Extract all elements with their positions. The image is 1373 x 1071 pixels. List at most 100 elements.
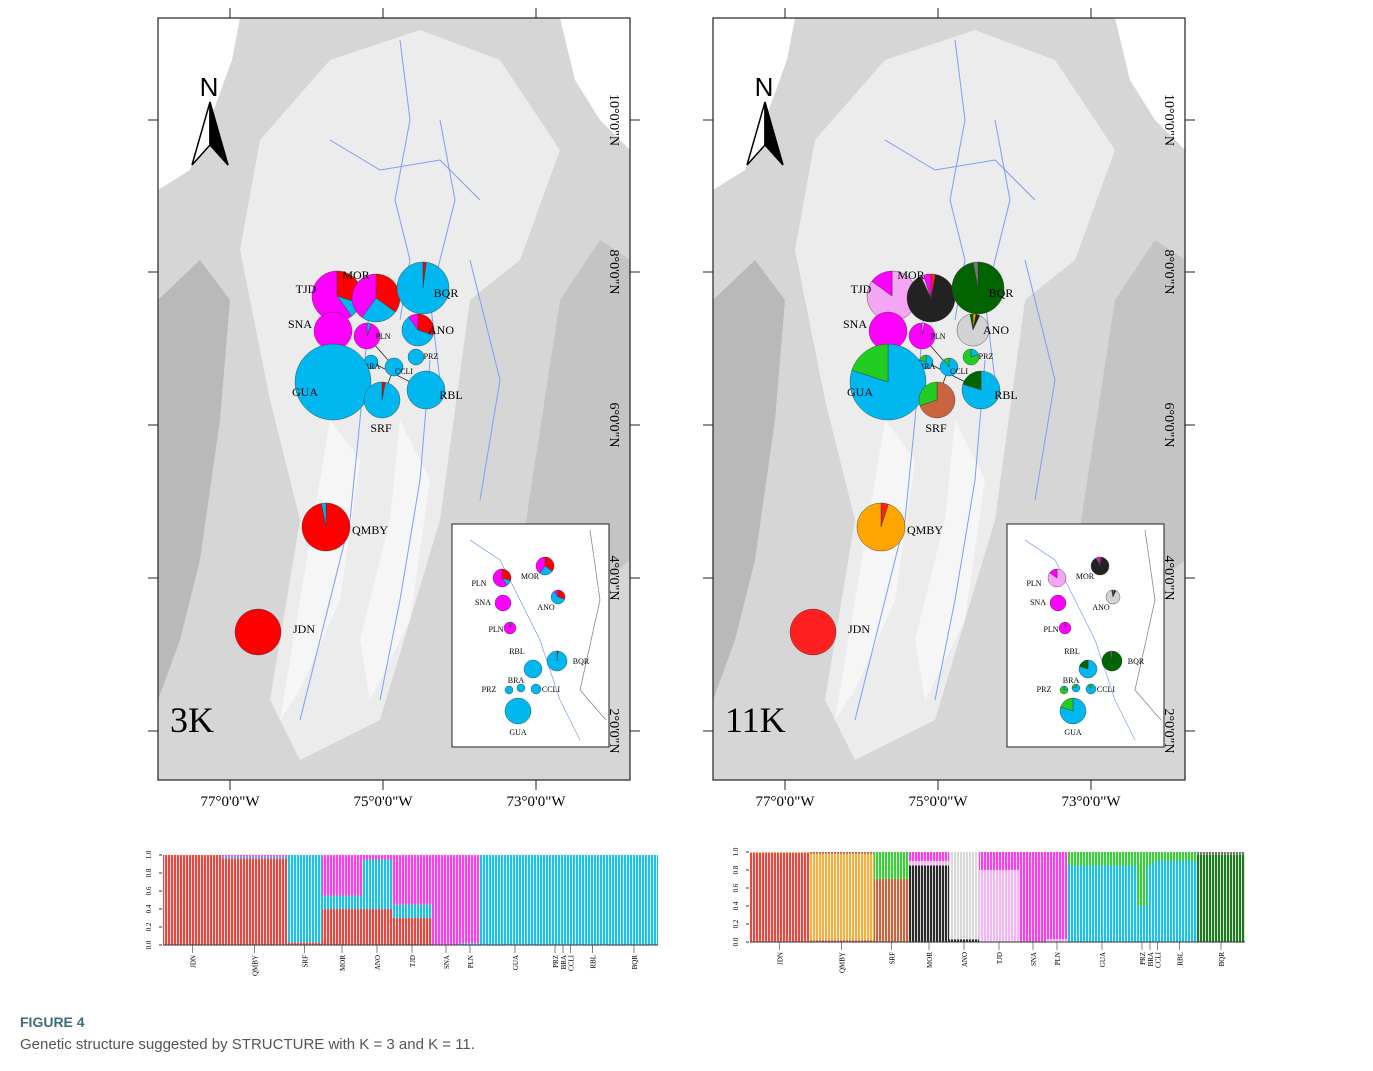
inset-pie-label: PLN [471,579,486,588]
k-label: 3K [170,700,214,740]
pie-label: SRF [370,421,392,435]
group-label: BQR [1218,952,1226,967]
group-label: PRZ [1139,952,1147,965]
y-tick-label: 0.6 [145,886,153,895]
pie-label: SRF [925,421,947,435]
north-label: N [200,72,219,102]
lat-label: 10°0'0"N [1161,94,1176,146]
y-tick-label: 0.8 [732,865,740,874]
y-tick-label: 0.2 [732,919,740,928]
inset-pie-label: BQR [573,657,590,666]
y-tick-label: 0.4 [145,904,153,913]
group-label: TJD [409,955,417,967]
individual-stripes [750,852,1245,942]
lon-label: 73°0'0"W [507,794,567,810]
group-label: MOR [339,955,347,971]
page: 77°0'0"W 75°0'0"W 73°0'0"W 10°0'0"N 8°0'0"N 6… [0,0,1373,1071]
pie-label: CCLI [950,367,969,376]
group-label: PLN [1054,952,1062,965]
pie-label: RBL [439,388,462,402]
structure-plot: 0.00.20.40.60.81.0JDNQMBYSRFMORANOTJDSNA… [145,850,658,976]
north-label: N [755,72,774,102]
group-label: SRF [889,952,897,965]
k-label: 11K [725,700,786,740]
pie-label: QMBY [352,523,388,537]
group-label: BQR [631,955,639,970]
inset-pie-label: MOR [521,572,540,581]
group-label: SNA [443,955,451,969]
figure-caption: Genetic structure suggested by STRUCTURE… [20,1036,475,1053]
pie-label: MOR [342,268,369,282]
pie-wedge [364,382,400,418]
group-label: RBL [1177,952,1185,966]
lat-label: 8°0'0"N [606,250,621,295]
group-label: ANO [374,955,382,970]
inset-pie-label: ANO [537,603,555,612]
group-label: CCLI [568,954,576,971]
group-label: CCLI [1155,951,1163,968]
group-label: GUA [1099,952,1107,967]
group-label: TJD [996,952,1004,964]
lon-label: 77°0'0"W [201,794,261,810]
pie-label: ANO [983,323,1009,337]
pie-wedge [531,684,541,694]
inset-pie-label: BRA [1063,676,1080,685]
y-tick-label: 0.4 [732,901,740,910]
inset-pie-label: PRZ [1037,685,1052,694]
lat-label: 10°0'0"N [606,94,621,146]
inset-pie-label: BRA [508,676,525,685]
inset-pie-label: PLN [1043,625,1058,634]
figure: 77°0'0"W 75°0'0"W 73°0'0"W 10°0'0"N 8°0'0"N 6… [0,0,1373,1005]
pie-wedge [790,609,836,655]
pie-label: PLN [375,332,390,341]
group-label: GUA [512,955,520,970]
inset-pie-label: GUA [1064,728,1082,737]
structure-plot: 0.00.20.40.60.81.0JDNQMBYSRFMORANOTJDSNA… [732,847,1245,973]
individual-stripes [163,855,658,945]
inset-pie-label: ANO [1092,603,1110,612]
figure-label: FIGURE 4 [20,1014,85,1030]
group-label: RBL [590,955,598,969]
y-tick-label: 1.0 [145,850,153,859]
pie-label: CCLI [395,367,414,376]
y-tick-label: 0.8 [145,868,153,877]
pie-wedge [295,344,371,420]
pie-label: TJD [851,282,872,296]
inset-pie-label: RBL [1064,647,1080,656]
lat-label: 6°0'0"N [1161,403,1176,448]
pie-wedge [408,349,424,365]
group-label: SRF [302,955,310,968]
lon-label: 73°0'0"W [1062,794,1122,810]
pie-wedge [547,651,567,671]
pie-label: SNA [843,317,867,331]
pie-label: TJD [296,282,317,296]
pie-label: BQR [989,286,1014,300]
pie-label: RBL [994,388,1017,402]
pie-wedge [1050,595,1066,611]
pie-label: ANO [428,323,454,337]
lon-label: 75°0'0"W [354,794,414,810]
lon-label: 75°0'0"W [909,794,969,810]
pie-label: PRZ [979,352,994,361]
pie-label: MOR [897,268,924,282]
y-tick-label: 1.0 [732,847,740,856]
pie-label: QMBY [907,523,943,537]
pie-wedge [505,698,531,724]
group-label: PRZ [552,955,560,968]
group-label: JDN [190,955,198,968]
lat-label: 6°0'0"N [606,403,621,448]
pie-wedge [524,660,542,678]
group-label: ANO [961,952,969,967]
inset-pie-label: PLN [488,625,503,634]
group-label: PLN [467,955,475,968]
lon-label: 77°0'0"W [756,794,816,810]
y-tick-label: 0.0 [732,937,740,946]
inset-pie-label: MOR [1076,572,1095,581]
pie-wedge [495,595,511,611]
inset-pie-label: CCLI [542,685,561,694]
map-panel: 77°0'0"W75°0'0"W73°0'0"W10°0'0"N8°0'0"N6… [703,8,1195,810]
group-label: JDN [777,952,785,965]
inset-pie-label: GUA [509,728,527,737]
pie-wedge [1059,622,1071,634]
y-tick-label: 0.2 [145,922,153,931]
